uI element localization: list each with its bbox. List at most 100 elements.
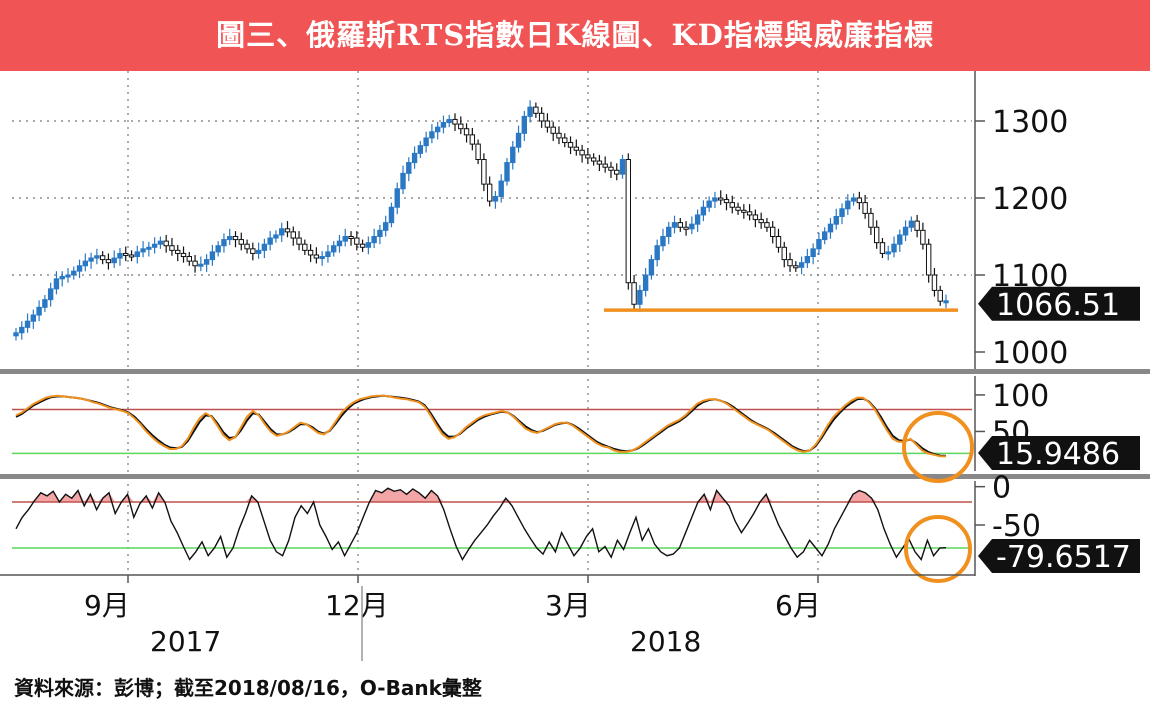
grid-lines <box>0 71 1150 571</box>
candle-body <box>411 152 418 164</box>
candle-body <box>602 163 608 168</box>
candle-body <box>59 276 65 280</box>
candle-body <box>925 243 932 276</box>
candle-body <box>198 263 204 267</box>
candle-body <box>434 126 441 133</box>
wr-line <box>15 487 947 561</box>
wr-value-label: -79.6517 <box>996 540 1131 575</box>
candle-body <box>544 120 551 128</box>
candle-body <box>406 162 412 174</box>
candle-body <box>325 251 331 258</box>
candle-body <box>839 208 845 217</box>
candle-body <box>186 256 192 262</box>
kd-d-line <box>15 394 947 457</box>
candle-body <box>492 195 499 202</box>
x-tick-label: 6月 <box>775 589 821 622</box>
candle-body <box>850 197 857 202</box>
candle-body <box>498 180 504 197</box>
candle-body <box>255 249 262 254</box>
chart-title: 圖三、俄羅斯RTS指數日K線圖、KD指標與威廉指標 <box>216 18 934 52</box>
price-value-box <box>978 286 1140 321</box>
candle-body <box>567 142 574 148</box>
candle-body <box>192 260 198 267</box>
candle-body <box>608 166 614 171</box>
candle-body <box>694 214 701 225</box>
candle-body <box>475 143 481 160</box>
candle-body <box>128 254 135 258</box>
candle-body <box>873 226 880 244</box>
candle-body <box>654 245 660 261</box>
wr-value-box <box>978 539 1140 573</box>
candle-body <box>105 259 112 264</box>
candle-body <box>261 243 268 251</box>
candle-body <box>914 220 920 231</box>
x-tick-label: 9月 <box>84 589 130 622</box>
panel-separator <box>0 369 1150 374</box>
candle-body <box>510 146 516 164</box>
candle-body <box>671 222 678 228</box>
candle-body <box>313 254 320 259</box>
candle-body <box>163 240 169 247</box>
candle-body <box>798 262 805 268</box>
candle-body <box>891 243 897 253</box>
candle-body <box>140 248 146 253</box>
candle-body <box>821 231 828 241</box>
candle-body <box>533 106 539 114</box>
candle-body <box>856 197 863 204</box>
candle-body <box>365 242 372 248</box>
candle-body <box>250 248 256 254</box>
candle-body <box>348 236 354 239</box>
candle-body <box>538 112 545 122</box>
candle-body <box>111 257 117 264</box>
candle-body <box>169 245 175 251</box>
candle-body <box>562 137 568 144</box>
candle-body <box>579 149 585 156</box>
price-tick-label: 1200 <box>992 182 1068 217</box>
kd-panel <box>12 394 974 483</box>
candle-body <box>400 172 406 190</box>
chart-area: 13001200110010001066.511005015.94860-50-… <box>0 71 1150 661</box>
candle-body <box>527 106 533 117</box>
candle-body <box>637 289 643 305</box>
candle-body <box>504 162 510 182</box>
candle-body <box>862 202 868 214</box>
candle-body <box>810 248 816 258</box>
year-label: 2017 <box>150 625 221 658</box>
candle-body <box>284 228 291 233</box>
candle-body <box>827 223 834 233</box>
candle-body <box>429 131 435 139</box>
candle-body <box>619 159 626 175</box>
candle-body <box>573 146 580 151</box>
candle-body <box>677 222 683 228</box>
candle-body <box>221 239 227 247</box>
candle-body <box>117 252 123 259</box>
candle-body <box>331 245 337 253</box>
candle-body <box>24 320 31 328</box>
candle-body <box>920 229 926 245</box>
candle-body <box>660 236 666 247</box>
candle-body <box>296 237 302 245</box>
candle-body <box>371 236 377 244</box>
candle-body <box>729 202 735 208</box>
candle-body <box>735 206 741 211</box>
candle-body <box>175 249 181 254</box>
candle-body <box>885 251 891 255</box>
candle-body <box>279 228 285 236</box>
candle-body <box>700 206 707 216</box>
candle-body <box>13 332 19 337</box>
candle-body <box>203 259 210 265</box>
candle-body <box>469 134 476 145</box>
candle-body <box>82 260 89 267</box>
candle-body <box>550 126 556 134</box>
candle-body <box>290 231 296 239</box>
candle-body <box>741 209 747 213</box>
candle-body <box>180 252 187 258</box>
candle-body <box>706 200 712 208</box>
candle-body <box>47 288 54 301</box>
williams-r-panel <box>12 487 972 583</box>
candle-body <box>19 326 25 334</box>
candle-body <box>382 222 389 231</box>
candle-body <box>718 197 724 201</box>
candle-body <box>36 306 42 316</box>
candle-body <box>232 236 239 241</box>
